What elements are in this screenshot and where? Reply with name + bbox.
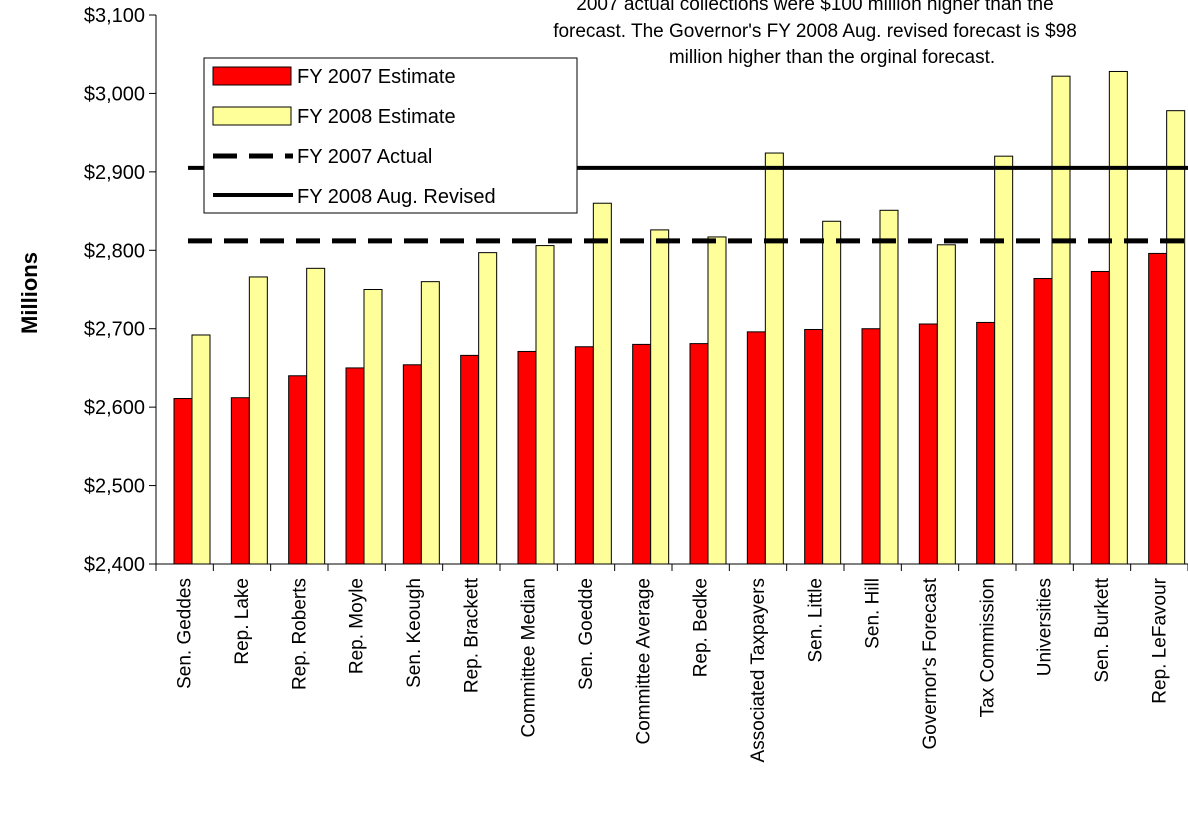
- x-tick-label: Sen. Goedde: [576, 578, 597, 690]
- bar-fy2008-15: [1051, 75, 1071, 565]
- bar-fy2007-17: [1148, 252, 1168, 565]
- bar-fy2008-12: [879, 209, 899, 565]
- bar-fy2008-7: [592, 202, 612, 565]
- bar-fy2008-8: [650, 229, 670, 565]
- y-tick-label: $2,800: [84, 240, 145, 262]
- x-tick-label: Sen. Little: [805, 578, 826, 663]
- x-tick-label: Governor's Forecast: [920, 577, 941, 749]
- y-tick-label: $2,400: [84, 554, 145, 576]
- annotation-line-3: million higher than the orginal forecast…: [669, 47, 995, 68]
- x-tick-label: Sen. Burkett: [1092, 577, 1113, 682]
- bar-fy2007-14: [976, 321, 996, 565]
- bar-fy2007-1: [230, 397, 250, 565]
- bar-fy2007-9: [689, 343, 709, 565]
- x-tick-label: Sen. Geddes: [175, 578, 196, 689]
- x-tick-label: Associated Taxpayers: [748, 578, 769, 762]
- x-tick-label: Committee Average: [633, 578, 654, 745]
- bar-fy2008-13: [936, 244, 956, 565]
- bar-fy2007-8: [632, 343, 652, 565]
- annotation-line-1: 2007 actual collections were $100 millio…: [576, 0, 1053, 15]
- legend-label-fy2007-actual: FY 2007 Actual: [297, 146, 432, 168]
- x-tick-label: Rep. Lake: [232, 578, 253, 665]
- legend-label-fy2008-aug-revised: FY 2008 Aug. Revised: [297, 186, 496, 208]
- bar-fy2008-2: [306, 267, 326, 565]
- bar-fy2007-12: [861, 328, 881, 565]
- axes: $2,400 $2,500 $2,600 $2,700 $2,800 $2,900 $3,0…: [84, 5, 1188, 762]
- y-tick-label: $2,900: [84, 162, 145, 184]
- legend-label-fy2007-estimate: FY 2007 Estimate: [297, 66, 456, 88]
- bar-fy2008-3: [363, 289, 383, 565]
- bar-fy2008-4: [420, 281, 440, 565]
- bar-fy2008-10: [764, 152, 784, 565]
- legend-swatch-fy2008-estimate: [212, 106, 292, 126]
- bar-fy2007-15: [1033, 278, 1053, 565]
- x-tick-label: Sen. Hill: [863, 578, 884, 649]
- bar-fy2008-11: [822, 220, 842, 565]
- bar-fy2008-1: [248, 276, 268, 565]
- bar-fy2007-6: [517, 350, 537, 565]
- bar-fy2008-0: [191, 334, 211, 565]
- bar-fy2008-17: [1166, 110, 1186, 565]
- x-tick-label: Universities: [1035, 578, 1056, 676]
- bars: [173, 70, 1186, 565]
- bar-fy2007-2: [288, 375, 308, 565]
- x-tick-label: Tax Commission: [977, 578, 998, 717]
- bar-fy2007-7: [574, 346, 594, 565]
- x-tick-label: Rep. Brackett: [461, 577, 482, 693]
- bar-fy2007-11: [804, 328, 824, 565]
- annotation: 2007 actual collections were $100 millio…: [553, 0, 1077, 68]
- y-tick-label: $2,600: [84, 397, 145, 419]
- y-tick-label: $3,000: [84, 83, 145, 105]
- y-axis-title: Millions: [17, 252, 42, 334]
- bar-fy2008-6: [535, 245, 555, 565]
- y-tick-label: $2,500: [84, 476, 145, 498]
- legend: FY 2007 Estimate FY 2008 Estimate FY 200…: [203, 57, 578, 214]
- x-tick-label: Sen. Keough: [404, 578, 425, 688]
- x-tick-label: Rep. Bedke: [691, 578, 712, 677]
- legend-swatch-fy2007-estimate: [212, 66, 292, 86]
- bar-fy2007-4: [402, 364, 422, 565]
- bar-fy2007-3: [345, 367, 365, 565]
- bar-fy2007-0: [173, 398, 193, 565]
- bar-fy2007-16: [1090, 270, 1110, 565]
- x-tick-label: Committee Median: [519, 578, 540, 737]
- x-tick-label: Rep. LeFavour: [1149, 577, 1170, 703]
- x-tick-label: Rep. Roberts: [289, 578, 310, 690]
- bar-fy2007-10: [746, 331, 766, 565]
- y-tick-label: $2,700: [84, 319, 145, 341]
- annotation-line-2: forecast. The Governor's FY 2008 Aug. re…: [553, 21, 1077, 42]
- bar-fy2007-5: [460, 354, 480, 565]
- bar-fy2008-9: [707, 236, 727, 565]
- bar-fy2008-16: [1108, 70, 1128, 565]
- bar-fy2008-14: [994, 155, 1014, 565]
- y-tick-label: $3,100: [84, 5, 145, 27]
- x-tick-label: Rep. Moyle: [347, 578, 368, 674]
- legend-label-fy2008-estimate: FY 2008 Estimate: [297, 106, 456, 128]
- bar-fy2007-13: [918, 323, 938, 565]
- bar-fy2008-5: [478, 252, 498, 565]
